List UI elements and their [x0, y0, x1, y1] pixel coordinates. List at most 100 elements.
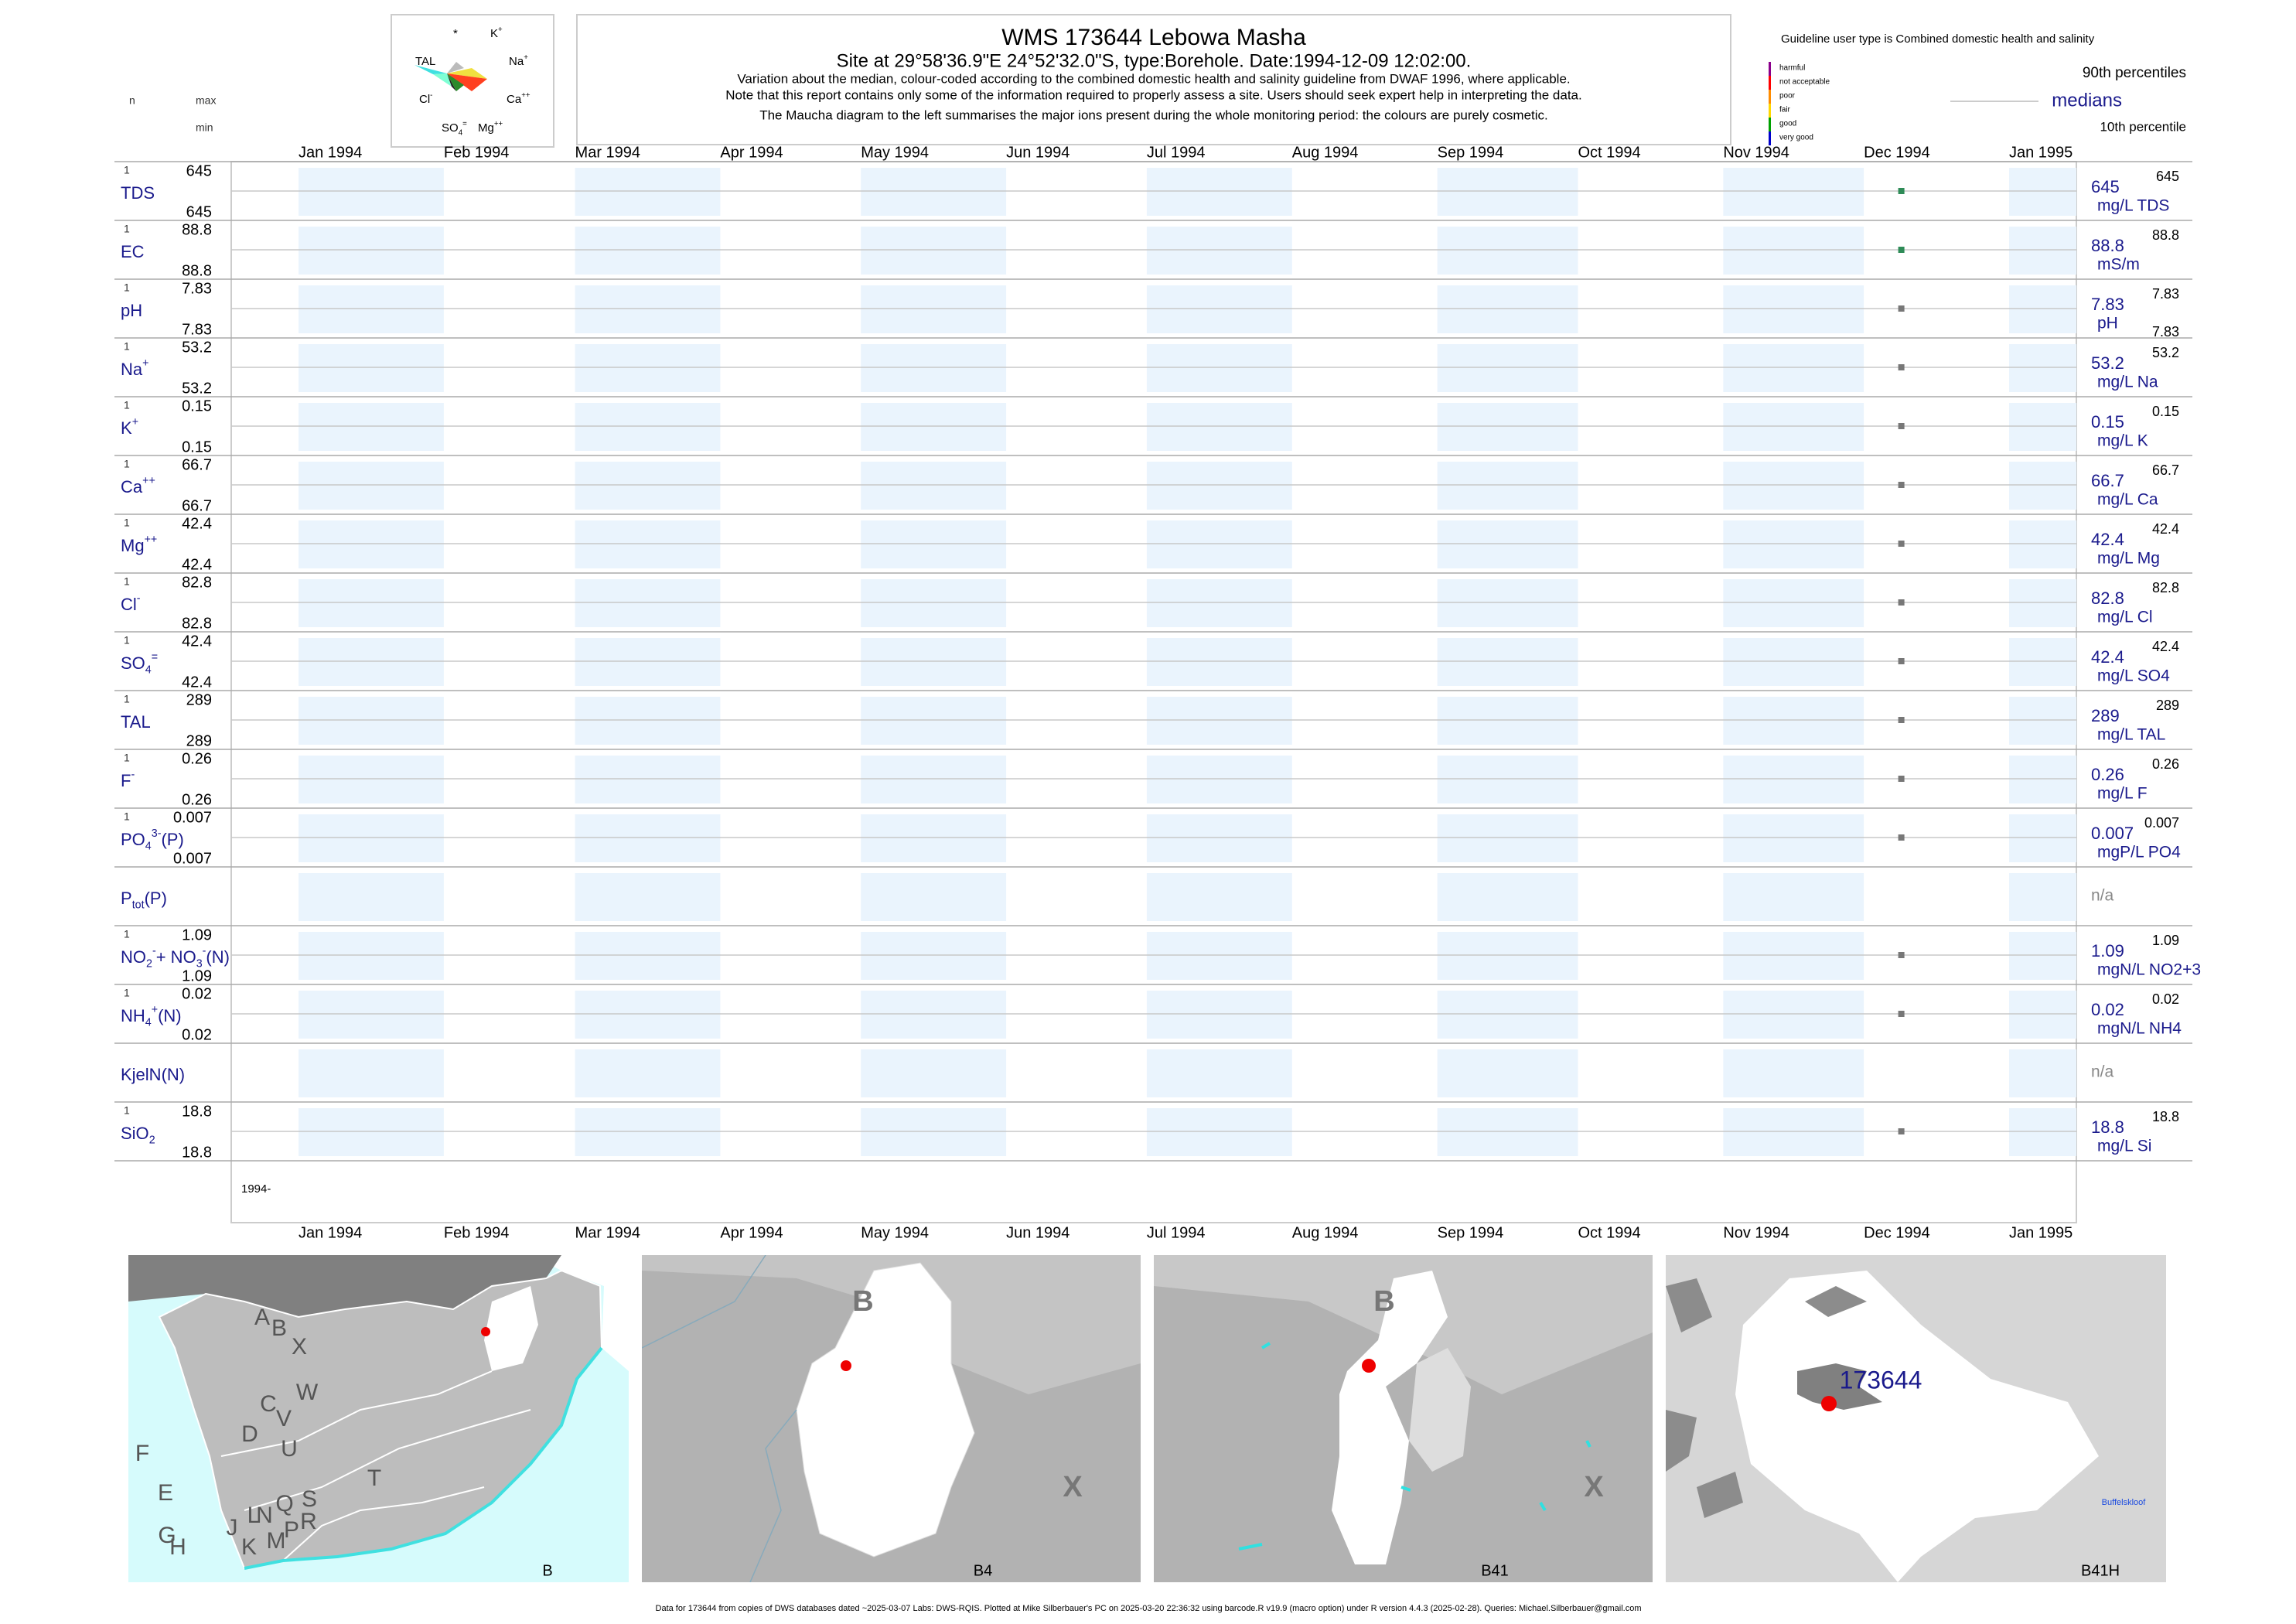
median-value: 18.8: [2091, 1117, 2124, 1137]
param-label: Ca++: [121, 475, 155, 496]
month-band: [1723, 285, 1864, 333]
month-label-top: Oct 1994: [1578, 144, 1640, 161]
n-count: 1: [124, 634, 130, 647]
median-value: 42.4: [2091, 530, 2124, 549]
unit: mS/m: [2097, 256, 2140, 274]
month-label-top: Jun 1994: [1006, 144, 1070, 161]
month-band: [299, 285, 444, 333]
unit: mg/L TAL: [2097, 726, 2165, 744]
legend-p10: 10th percentile: [2100, 119, 2186, 134]
label-part: Ca: [507, 93, 522, 106]
month-band: [1723, 168, 1864, 216]
month-band: [1146, 462, 1292, 510]
class-label: good: [1779, 120, 1796, 128]
month-band: [2009, 814, 2076, 862]
month-band: [575, 403, 721, 451]
class-swatch: [1769, 118, 1771, 131]
label-part: (N): [158, 1006, 182, 1025]
min-value: 0.007: [173, 850, 212, 867]
maucha-label: *: [453, 27, 458, 40]
month-band: [2009, 168, 2076, 216]
month-label-bottom: May 1994: [861, 1224, 929, 1241]
month-band: [2009, 579, 2076, 627]
map-label: U: [281, 1436, 298, 1462]
month-label-bottom: Sep 1994: [1438, 1224, 1504, 1241]
title: WMS 173644 Lebowa Masha: [1001, 25, 1306, 50]
map-label: N: [256, 1503, 273, 1528]
label-part: +: [132, 416, 138, 428]
month-band: [861, 697, 1007, 745]
map-label: C: [260, 1391, 277, 1417]
month-band: [2009, 344, 2076, 392]
map-label: S: [302, 1486, 317, 1512]
col-max: max: [196, 94, 216, 107]
label-part: (P): [161, 830, 183, 849]
month-label-bottom: Jul 1994: [1147, 1224, 1206, 1241]
month-band: [575, 227, 721, 275]
month-band: [2009, 697, 2076, 745]
month-band: [861, 873, 1007, 921]
month-band: [1437, 1049, 1578, 1097]
month-band: [1437, 344, 1578, 392]
month-band: [1437, 462, 1578, 510]
month-label-top: Jul 1994: [1147, 144, 1206, 161]
label-part: EC: [121, 242, 145, 261]
median-na: n/a: [2091, 1063, 2114, 1081]
month-band: [1146, 168, 1292, 216]
month-band: [575, 873, 721, 921]
unit: mg/L Si: [2097, 1138, 2151, 1155]
map-caption: B4: [974, 1562, 992, 1579]
month-band: [861, 168, 1007, 216]
map-caption: B41: [1481, 1562, 1509, 1579]
map-label: G: [158, 1523, 176, 1548]
label-part: K: [490, 27, 498, 40]
month-band: [1723, 756, 1864, 803]
p90-value: 42.4: [2152, 521, 2179, 537]
param-label: pH: [121, 301, 142, 320]
n-count: 1: [124, 928, 130, 940]
label-part: ++: [494, 120, 503, 128]
month-band: [575, 638, 721, 686]
max-value: 66.7: [182, 456, 212, 473]
map-label: E: [158, 1480, 173, 1506]
param-label: F-: [121, 769, 135, 790]
p90-value: 7.83: [2152, 286, 2179, 302]
month-label-top: Dec 1994: [1864, 144, 1930, 161]
month-band: [861, 285, 1007, 333]
max-value: 0.02: [182, 985, 212, 1002]
month-band: [575, 932, 721, 980]
max-value: 0.26: [182, 750, 212, 767]
n-count: 1: [124, 164, 130, 176]
label-part: 4: [145, 1016, 152, 1029]
start-label: 1994-: [241, 1182, 271, 1196]
month-band: [861, 932, 1007, 980]
sample-point: [1898, 658, 1905, 664]
label-part: Na: [509, 55, 524, 68]
min-value: 42.4: [182, 674, 212, 691]
label-part: Cl: [419, 93, 430, 106]
month-band: [299, 344, 444, 392]
month-band: [1146, 403, 1292, 451]
subtitle: Site at 29°58'36.9"E 24°52'32.0"S, type:…: [837, 50, 1472, 71]
map-caption: B: [542, 1562, 552, 1579]
label-part: 2: [146, 957, 152, 970]
month-band: [299, 932, 444, 980]
n-count: 1: [124, 340, 130, 353]
month-band: [1723, 991, 1864, 1039]
month-band: [299, 697, 444, 745]
month-band: [1146, 520, 1292, 568]
month-band: [299, 403, 444, 451]
class-label: harmful: [1779, 64, 1805, 73]
month-band: [1723, 344, 1864, 392]
p90-value: 0.26: [2152, 756, 2179, 772]
month-band: [299, 462, 444, 510]
label-part: Na: [121, 360, 143, 379]
n-count: 1: [124, 693, 130, 705]
min-value: 88.8: [182, 262, 212, 279]
min-value: 0.15: [182, 438, 212, 455]
label-part: PO: [121, 830, 145, 849]
month-band: [861, 814, 1007, 862]
month-band: [1146, 579, 1292, 627]
month-band: [575, 285, 721, 333]
